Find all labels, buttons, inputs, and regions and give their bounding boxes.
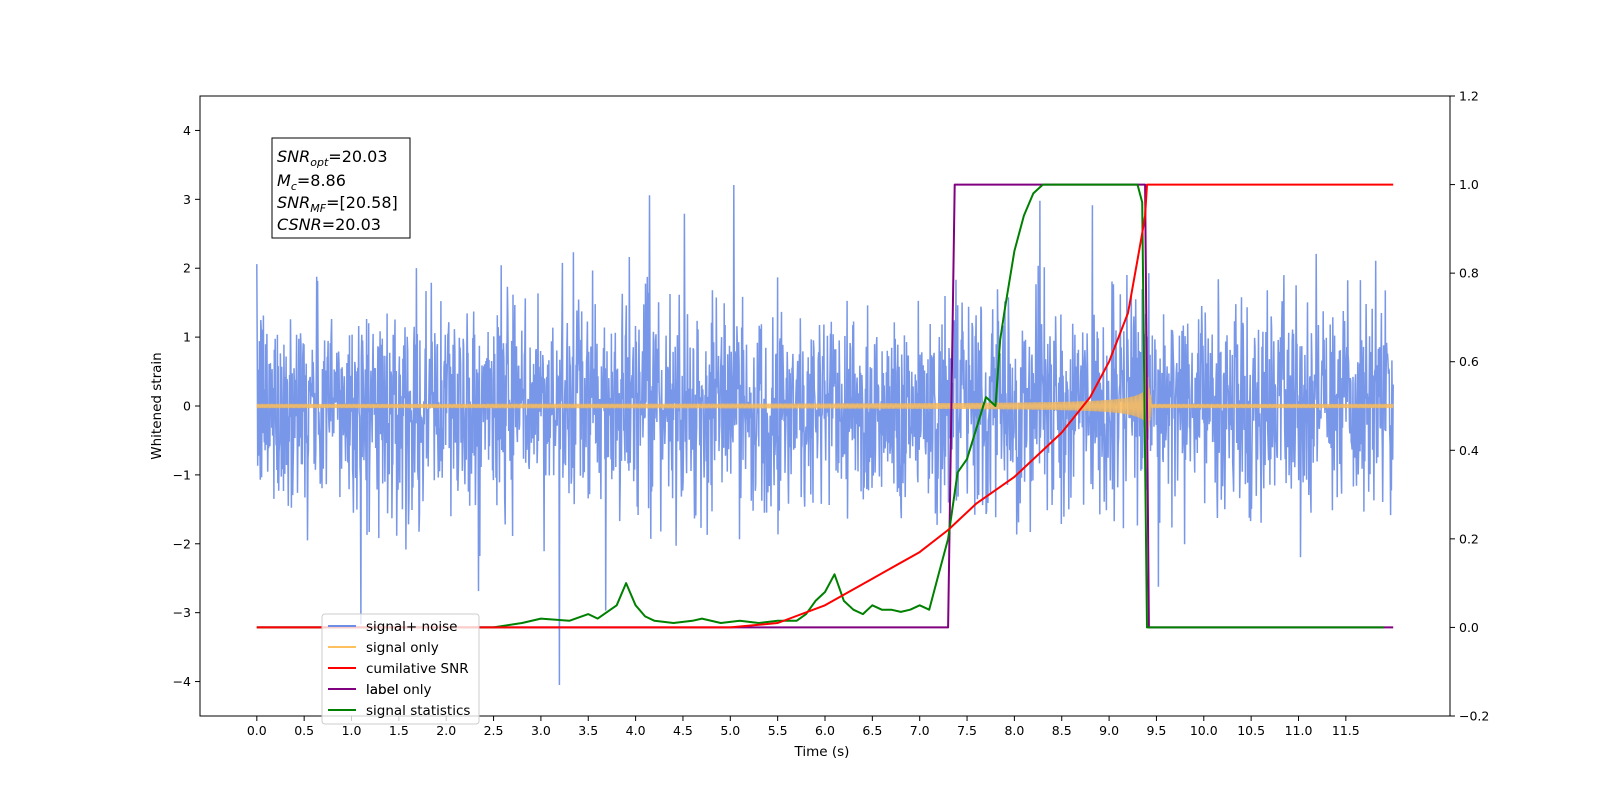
series-signal-only: [256, 325, 1394, 469]
x-tick-label: 1.5: [389, 723, 409, 738]
x-axis: 0.0 0.5 1.0 1.5 2.0 2.5 3.0 3.5 4.0 4.5 5.0 5.5 6.0 6…: [247, 716, 1360, 738]
x-tick-label: 4.0: [626, 723, 646, 738]
legend-label-signal-statistics: signal statistics: [366, 703, 470, 719]
y-tick-label: 1: [183, 330, 191, 345]
y-axis-left: 4 3 2 1 0 −1 −2 −3 −4: [173, 123, 200, 689]
legend: signal+ noise signal only cumilative SNR…: [321, 613, 480, 725]
y2-tick-label: 0.2: [1459, 531, 1479, 546]
series-signal-noise: [256, 184, 1394, 686]
legend-label-label-only: label only: [366, 682, 432, 698]
x-tick-label: 0.0: [247, 723, 267, 738]
x-tick-label: 2.0: [436, 723, 456, 738]
x-tick-label: 10.0: [1190, 723, 1218, 738]
y2-tick-label: 1.0: [1459, 177, 1479, 192]
y-tick-label: −4: [173, 674, 191, 689]
y2-tick-label: 0.8: [1459, 266, 1479, 281]
series-signal-statistics: [256, 183, 1384, 629]
annotation-mc: Mc=8.86: [277, 171, 346, 193]
x-tick-label: 2.5: [484, 723, 504, 738]
x-tick-label: 11.5: [1332, 723, 1360, 738]
legend-label-cumulative-snr: cumilative SNR: [366, 661, 469, 677]
legend-box: [321, 613, 480, 725]
legend-label-label: label: [366, 682, 399, 698]
y-tick-label: −3: [173, 605, 191, 620]
plot-area: [256, 183, 1394, 686]
x-tick-label: 8.0: [1004, 723, 1024, 738]
y2-tick-label: 0.4: [1459, 443, 1479, 458]
x-tick-label: 4.5: [673, 723, 693, 738]
annotation-snr-opt: SNRopt=20.03: [277, 147, 388, 169]
x-tick-label: 0.5: [294, 723, 314, 738]
x-tick-label: 9.5: [1146, 723, 1166, 738]
annotation-box: [271, 137, 411, 239]
y-tick-label: −1: [173, 467, 191, 482]
x-tick-label: 11.0: [1285, 723, 1313, 738]
legend-label-signal-only: signal only: [366, 640, 439, 656]
x-axis-label: Time (s): [794, 744, 850, 760]
annotation-csnr: CSNR=20.03: [277, 215, 381, 234]
y2-tick-label: 1.2: [1459, 89, 1479, 104]
y-tick-label: 2: [183, 261, 191, 276]
x-tick-label: 1.0: [342, 723, 362, 738]
annotation-snr-mf: SNRMF=[20.58]: [277, 193, 398, 215]
y2-tick-label: 0.6: [1459, 354, 1479, 369]
y2-tick-label: −0.2: [1459, 709, 1489, 724]
y-tick-label: 3: [183, 192, 191, 207]
y2-tick-label: 0.0: [1459, 620, 1479, 635]
x-tick-label: 9.0: [1099, 723, 1119, 738]
x-tick-label: 5.0: [720, 723, 740, 738]
x-tick-label: 6.5: [862, 723, 882, 738]
y-axis-label: Whitened strain: [149, 352, 165, 459]
x-tick-label: 7.0: [910, 723, 930, 738]
x-tick-label: 7.5: [957, 723, 977, 738]
x-tick-label: 3.5: [578, 723, 598, 738]
x-tick-label: 6.0: [815, 723, 835, 738]
legend-label-signal-noise: signal+ noise: [366, 619, 457, 635]
y-tick-label: 0: [183, 399, 191, 414]
x-tick-label: 3.0: [531, 723, 551, 738]
x-tick-label: 10.5: [1237, 723, 1265, 738]
y-axis-right: 1.2 1.0 0.8 0.6 0.4 0.2 0.0 −0.2: [1450, 89, 1489, 724]
series-cumulative-snr: [256, 183, 1394, 629]
x-tick-label: 8.5: [1052, 723, 1072, 738]
y-tick-label: −2: [173, 536, 191, 551]
y-tick-label: 4: [183, 123, 191, 138]
stats-annotation: SNRopt=20.03 Mc=8.86 SNRMF=[20.58] CSNR=…: [271, 137, 411, 239]
x-tick-label: 5.5: [768, 723, 788, 738]
